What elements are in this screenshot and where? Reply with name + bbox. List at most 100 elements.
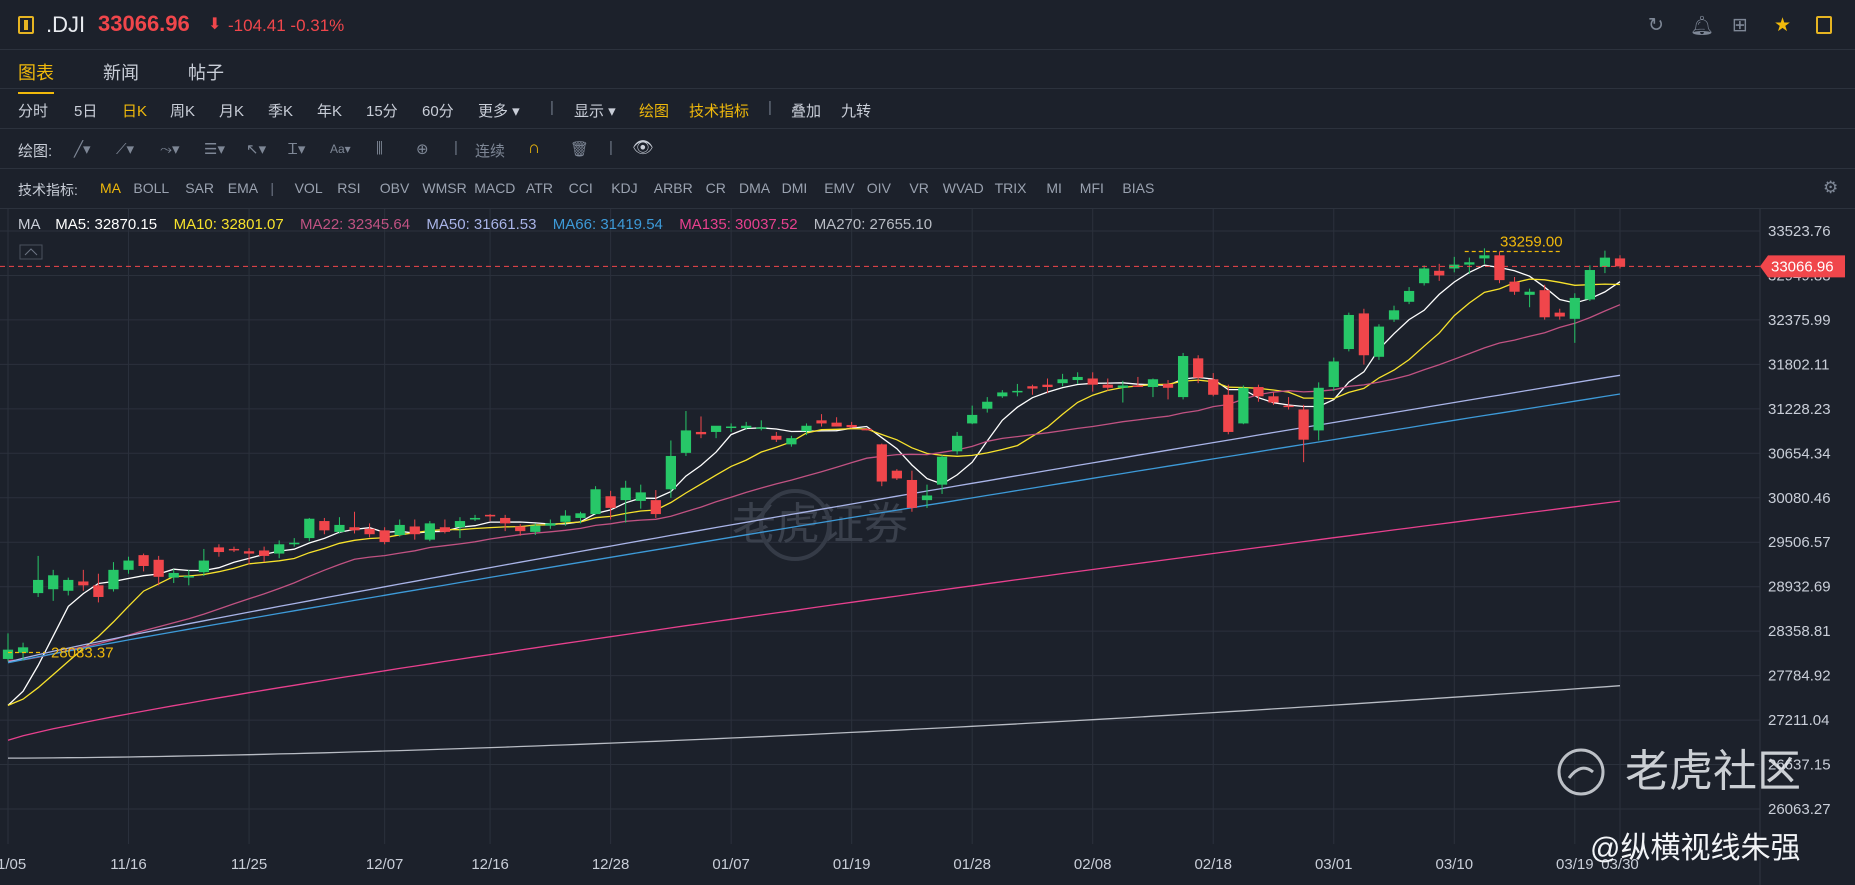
trash-icon[interactable]: 🗑︎ — [570, 141, 590, 158]
draw-label: 绘图: — [18, 143, 53, 160]
font-tool-icon[interactable]: Aa▾ — [330, 142, 351, 156]
arrow-tool-icon[interactable]: ↖▾ — [246, 141, 267, 158]
wave-tool-icon[interactable]: ⤳▾ — [160, 141, 180, 158]
indicator-dmi[interactable]: DMI — [781, 180, 808, 196]
zoom-icon[interactable]: ⊕ — [416, 141, 429, 158]
indicator-arbr[interactable]: ARBR — [653, 180, 693, 196]
x-tick-label: 02/18 — [1194, 856, 1232, 873]
indicator-oiv[interactable]: OIV — [866, 180, 891, 196]
ma50-line — [7, 374, 1621, 663]
ma-legend-ma50: MA50: 31661.53 — [426, 216, 536, 233]
indicator-rsi[interactable]: RSI — [337, 180, 361, 196]
period-daily[interactable]: 日K — [122, 103, 148, 120]
indicator-kdj[interactable]: KDJ — [611, 180, 638, 196]
indicator-vr[interactable]: VR — [909, 180, 929, 196]
candle — [575, 511, 586, 524]
candle — [906, 470, 918, 512]
indicator-atr[interactable]: ATR — [526, 180, 553, 196]
candle — [138, 553, 149, 572]
indicator-boll[interactable]: BOLL — [133, 180, 170, 196]
indicator-sar[interactable]: SAR — [185, 180, 214, 196]
indicator-cci[interactable]: CCI — [568, 180, 593, 196]
period-toolbar: 分时 5日 日K 周K 月K 季K 年K 15分 60分 更多 ▾ | 显示 ▾… — [0, 89, 1855, 129]
eye-icon[interactable]: 👁︎ — [632, 138, 654, 157]
panel-toggle-icon[interactable] — [1816, 16, 1832, 34]
indicator-wvad[interactable]: WVAD — [942, 180, 984, 196]
x-tick-label: 11/25 — [231, 856, 267, 873]
candlestick-chart[interactable]: 33523.7632949.8832375.9931802.1131228.23… — [0, 209, 1855, 885]
candle — [1358, 308, 1370, 365]
refresh-icon[interactable]: ↻ — [1648, 15, 1664, 36]
candle — [620, 480, 631, 523]
tiger-watermark-icon — [759, 489, 831, 561]
y-tick-label: 31228.23 — [1768, 401, 1831, 418]
line-tool-icon[interactable]: ╱▾ — [74, 141, 91, 158]
grid-icon[interactable]: ⊞ — [1732, 15, 1748, 36]
author-watermark: @纵横视线朱强 — [1590, 832, 1801, 865]
indicator-bias[interactable]: BIAS — [1122, 180, 1155, 196]
x-tick-label: 03/10 — [1436, 856, 1474, 873]
indicator-obv[interactable]: OBV — [379, 180, 410, 196]
candle — [1162, 380, 1174, 400]
tab-news[interactable]: 新闻 — [103, 63, 139, 83]
candle — [469, 514, 481, 522]
bell-icon[interactable]: 🔔︎ — [1690, 16, 1715, 37]
tab-chart[interactable]: 图表 — [18, 59, 54, 94]
candle-tool-icon[interactable]: ⫼ — [376, 140, 383, 157]
draw-toggle[interactable]: 绘图 — [639, 103, 670, 120]
tiger-logo-icon: 老虎社区 — [1557, 747, 1801, 796]
continuous-toggle[interactable]: 连续 — [475, 143, 506, 160]
indicator-ma[interactable]: MA — [100, 180, 121, 196]
period-weekly[interactable]: 周K — [170, 103, 196, 120]
candle — [756, 420, 767, 431]
indicator-emv[interactable]: EMV — [824, 180, 855, 196]
ma270-line — [8, 685, 1621, 759]
indicator-vol[interactable]: VOL — [294, 180, 323, 196]
indicator-dma[interactable]: DMA — [739, 180, 771, 196]
candle — [243, 548, 255, 565]
polyline-tool-icon[interactable]: ⟋▾ — [116, 141, 135, 158]
indicator-toggle[interactable]: 技术指标 — [689, 103, 750, 120]
candle — [1087, 372, 1098, 392]
indicator-mfi[interactable]: MFI — [1079, 180, 1104, 196]
indicator-cr[interactable]: CR — [705, 180, 726, 196]
period-timeshare[interactable]: 分时 — [18, 103, 49, 120]
tab-posts[interactable]: 帖子 — [188, 63, 224, 83]
period-yearly[interactable]: 年K — [317, 103, 343, 120]
sidebar-toggle-icon[interactable] — [18, 16, 34, 34]
period-5day[interactable]: 5日 — [74, 103, 98, 120]
candle — [484, 514, 496, 522]
ma22-line — [7, 304, 1621, 662]
indicator-ema[interactable]: EMA — [227, 180, 259, 196]
period-60min[interactable]: 60分 — [422, 103, 454, 120]
star-icon[interactable]: ★ — [1774, 15, 1792, 36]
indicator-trix[interactable]: TRIX — [994, 180, 1027, 196]
collapse-legend-button[interactable] — [19, 244, 43, 260]
candle — [153, 555, 164, 586]
overlay-button[interactable]: 叠加 — [791, 103, 822, 120]
text-tool-icon[interactable]: Ꮖ▾ — [288, 141, 306, 158]
high-marker-label: 33259.00 — [1500, 234, 1563, 251]
nine-turn-button[interactable]: 九转 — [841, 103, 872, 120]
indicator-mi[interactable]: MI — [1046, 180, 1062, 196]
candle — [33, 555, 44, 597]
candle — [1117, 380, 1128, 403]
candle — [1524, 288, 1535, 308]
x-tick-label: 03/30 — [1601, 856, 1639, 873]
indicator-macd[interactable]: MACD — [474, 180, 516, 196]
indicator-wmsr[interactable]: WMSR — [422, 180, 467, 196]
period-quarterly[interactable]: 季K — [268, 103, 294, 120]
settings-gear-icon[interactable]: ⚙ — [1823, 178, 1839, 197]
display-menu[interactable]: 显示 ▾ — [574, 103, 616, 120]
x-tick-label: 03/01 — [1315, 856, 1353, 873]
magnet-icon[interactable]: ∩ — [528, 138, 541, 157]
divider: | — [768, 99, 772, 116]
candle — [258, 546, 270, 563]
candle — [1283, 397, 1294, 410]
period-more[interactable]: 更多 ▾ — [478, 103, 520, 120]
chart-svg[interactable]: 33523.7632949.8832375.9931802.1131228.23… — [0, 209, 1855, 885]
period-15min[interactable]: 15分 — [366, 103, 398, 120]
candle — [17, 642, 29, 661]
period-monthly[interactable]: 月K — [219, 103, 245, 120]
channel-tool-icon[interactable]: ☰▾ — [204, 141, 225, 158]
